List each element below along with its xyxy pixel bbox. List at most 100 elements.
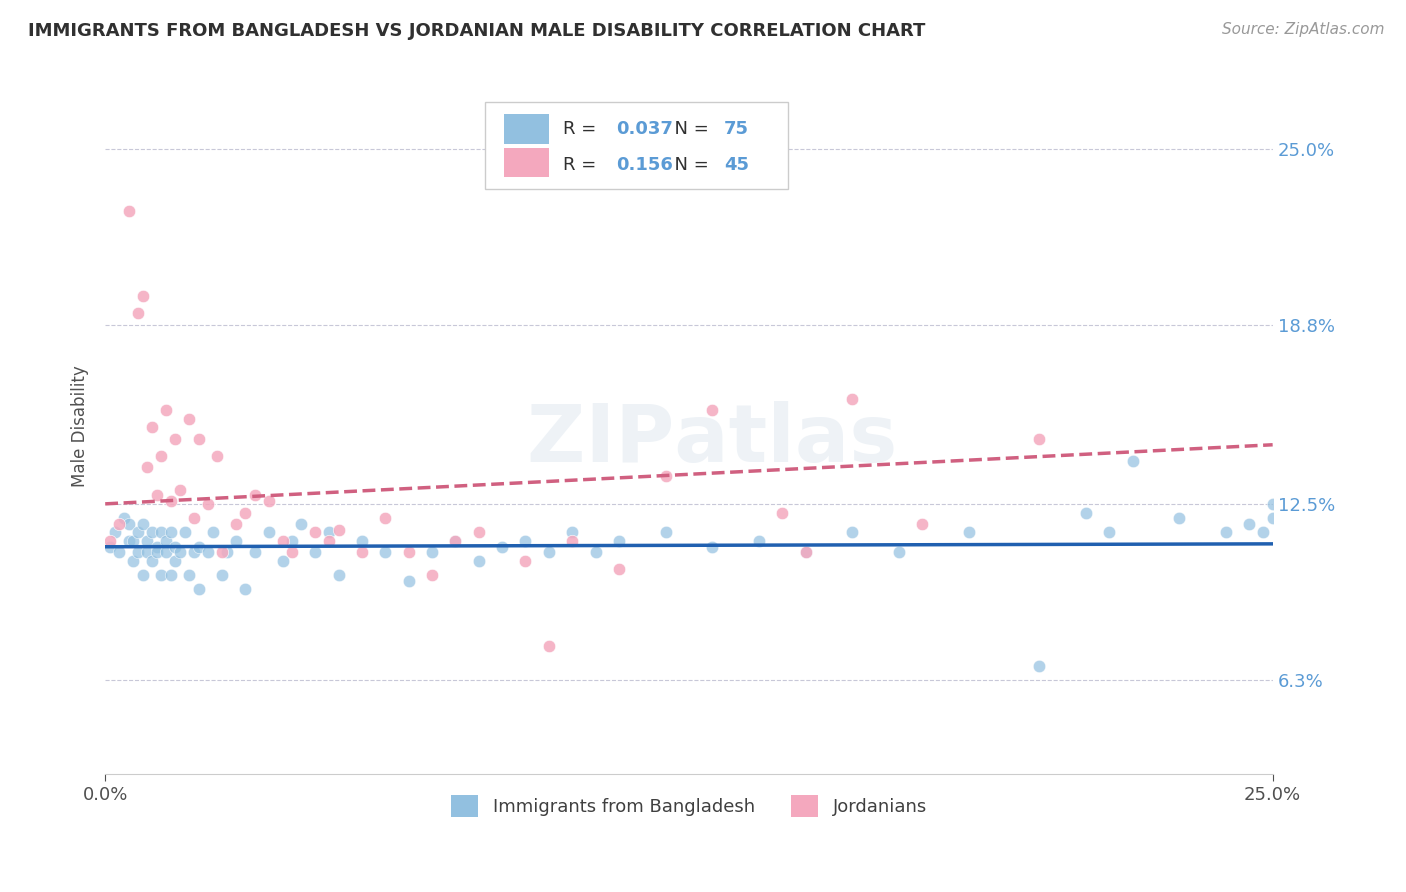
Point: [281, 545, 304, 559]
Point: [197, 497, 219, 511]
Point: [117, 533, 139, 548]
Point: [108, 516, 131, 531]
Point: [145, 488, 167, 502]
Point: [150, 449, 173, 463]
Point: [444, 533, 467, 548]
Point: [233, 506, 256, 520]
Point: [537, 545, 560, 559]
Text: ZIP​atlas: ZIP​atlas: [527, 401, 897, 479]
Point: [374, 545, 396, 559]
Point: [515, 533, 537, 548]
Point: [145, 540, 167, 554]
Point: [122, 554, 145, 568]
Point: [1261, 511, 1284, 525]
Point: [187, 582, 209, 597]
Point: [165, 540, 187, 554]
Point: [420, 568, 443, 582]
Point: [1122, 454, 1144, 468]
Point: [561, 533, 583, 548]
Point: [183, 545, 205, 559]
Point: [654, 525, 676, 540]
Point: [201, 525, 224, 540]
Point: [1168, 511, 1191, 525]
Point: [1074, 506, 1097, 520]
Point: [887, 545, 910, 559]
Point: [117, 204, 139, 219]
Point: [290, 516, 312, 531]
Point: [165, 554, 187, 568]
Point: [328, 523, 350, 537]
Point: [136, 460, 159, 475]
Text: Source: ZipAtlas.com: Source: ZipAtlas.com: [1222, 22, 1385, 37]
Point: [112, 511, 135, 525]
Point: [374, 511, 396, 525]
Point: [304, 525, 326, 540]
Point: [770, 506, 793, 520]
Point: [398, 545, 420, 559]
Point: [1028, 432, 1050, 446]
Point: [131, 289, 153, 303]
Point: [257, 525, 280, 540]
Point: [159, 494, 181, 508]
Point: [444, 533, 467, 548]
Point: [98, 540, 121, 554]
Point: [169, 483, 191, 497]
Point: [207, 449, 229, 463]
Point: [607, 533, 630, 548]
Point: [108, 545, 131, 559]
Point: [136, 533, 159, 548]
Point: [318, 533, 340, 548]
Point: [122, 533, 145, 548]
Point: [1098, 525, 1121, 540]
Point: [1253, 525, 1275, 540]
Point: [398, 574, 420, 588]
Point: [173, 525, 195, 540]
Point: [179, 568, 201, 582]
Point: [257, 494, 280, 508]
Point: [187, 432, 209, 446]
Text: 45: 45: [724, 155, 749, 174]
Point: [491, 540, 513, 554]
Point: [150, 525, 173, 540]
Point: [179, 411, 201, 425]
Text: R =: R =: [562, 120, 602, 138]
Point: [420, 545, 443, 559]
Text: 0.037: 0.037: [617, 120, 673, 138]
Point: [98, 533, 121, 548]
Point: [281, 533, 304, 548]
Point: [654, 468, 676, 483]
Point: [1028, 659, 1050, 673]
Point: [145, 545, 167, 559]
Point: [515, 554, 537, 568]
Point: [187, 540, 209, 554]
Point: [585, 545, 607, 559]
Point: [352, 545, 374, 559]
Point: [318, 525, 340, 540]
Point: [127, 306, 149, 320]
Point: [794, 545, 817, 559]
Legend: Immigrants from Bangladesh, Jordanians: Immigrants from Bangladesh, Jordanians: [444, 788, 934, 824]
Point: [537, 639, 560, 653]
Point: [136, 545, 159, 559]
Point: [561, 525, 583, 540]
Point: [150, 568, 173, 582]
Text: N =: N =: [664, 120, 714, 138]
Point: [911, 516, 934, 531]
Text: 0.156: 0.156: [617, 155, 673, 174]
Point: [103, 525, 125, 540]
Point: [702, 403, 724, 417]
Point: [211, 568, 233, 582]
Point: [211, 545, 233, 559]
Point: [117, 516, 139, 531]
Point: [352, 533, 374, 548]
Y-axis label: Male Disability: Male Disability: [72, 365, 89, 487]
Point: [794, 545, 817, 559]
Text: R =: R =: [562, 155, 602, 174]
Point: [243, 545, 266, 559]
FancyBboxPatch shape: [505, 148, 548, 178]
Point: [225, 533, 247, 548]
Point: [748, 533, 770, 548]
Point: [243, 488, 266, 502]
Point: [165, 432, 187, 446]
Point: [155, 533, 177, 548]
